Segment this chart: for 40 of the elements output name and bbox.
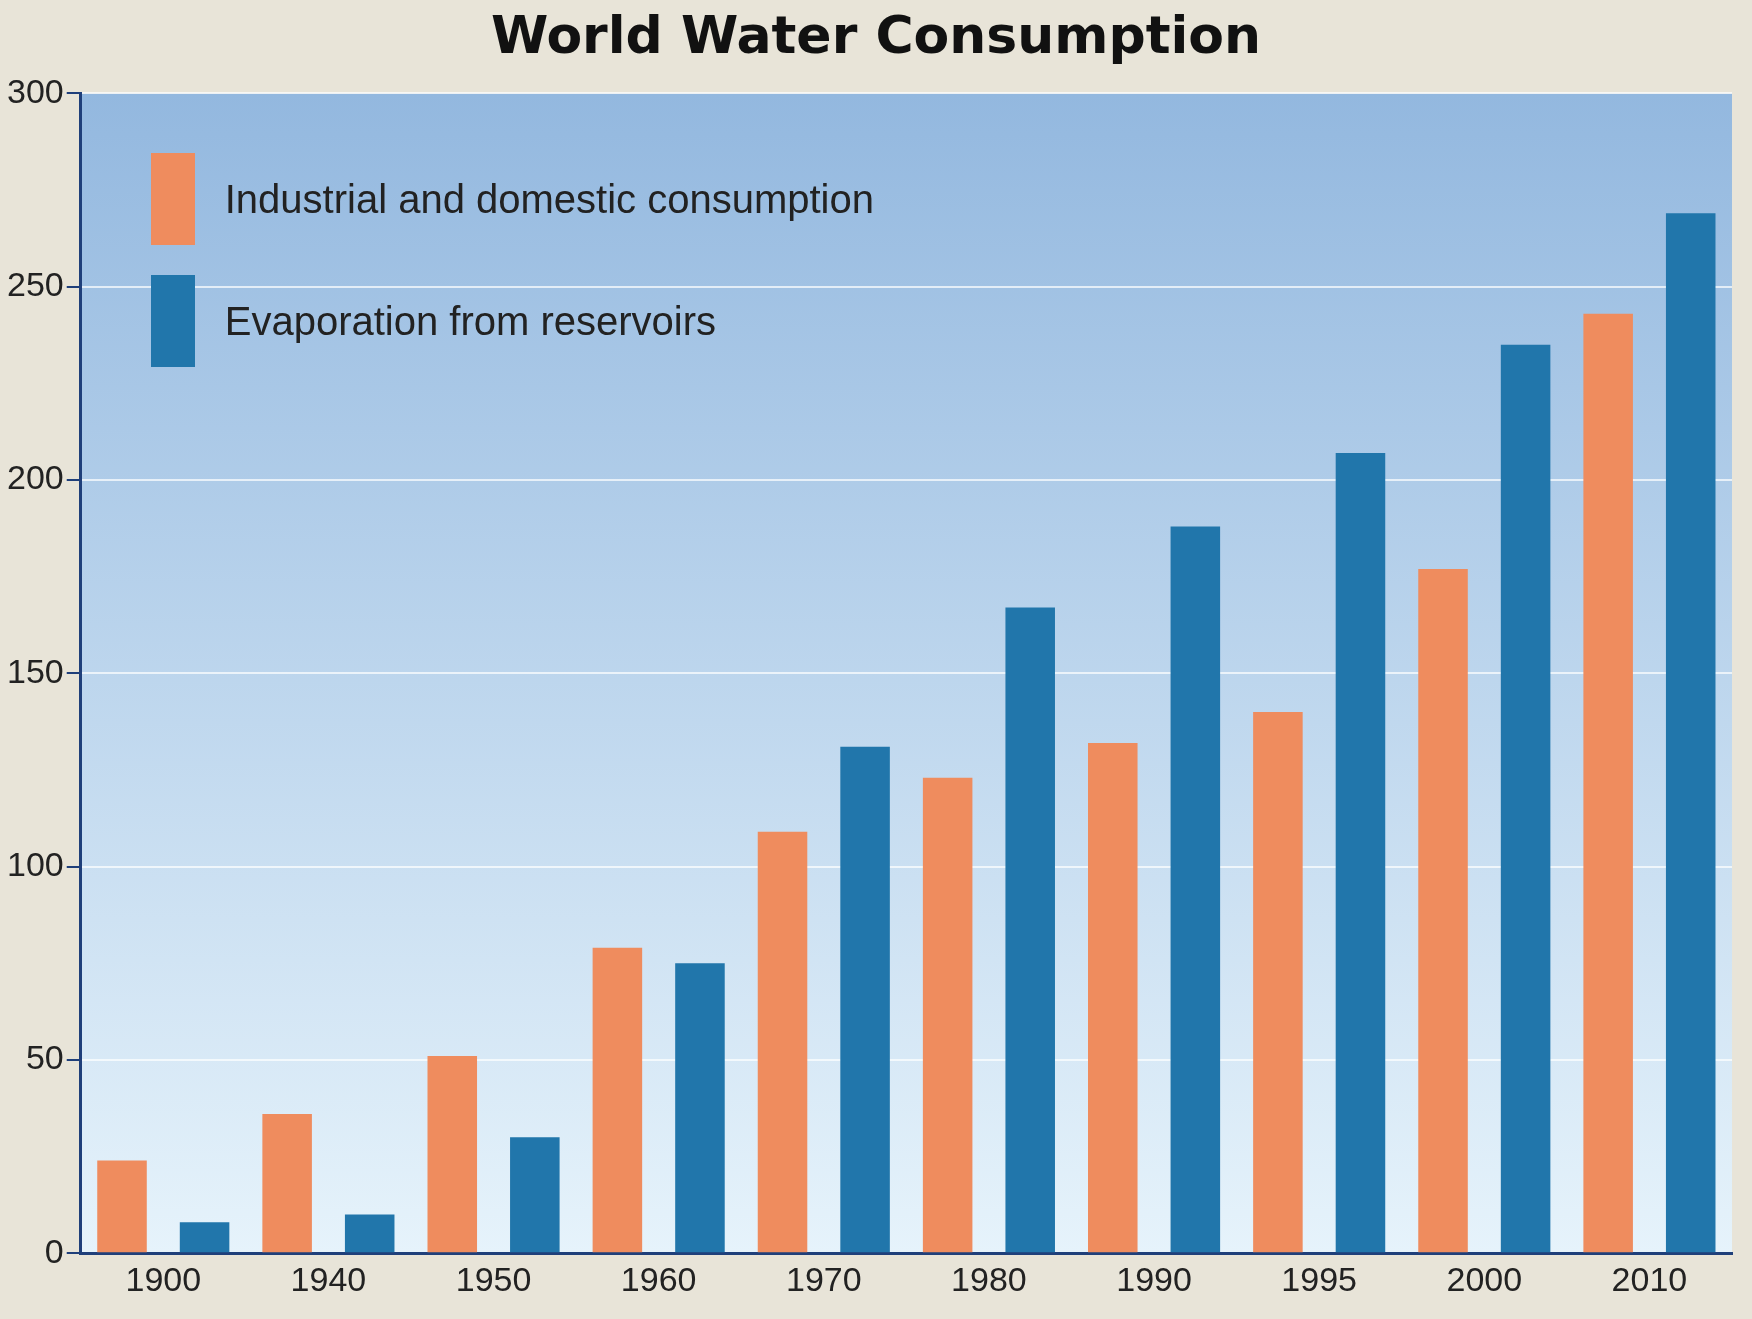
bar <box>1583 313 1633 1253</box>
y-tick-label: 0 <box>44 1231 64 1270</box>
bar <box>1088 742 1138 1253</box>
x-tick-label: 2010 <box>1611 1259 1688 1298</box>
bar <box>427 1056 478 1253</box>
bar <box>1335 452 1386 1253</box>
bar <box>344 1214 395 1253</box>
x-tick-label: 1980 <box>951 1259 1027 1298</box>
x-tick-label: 1900 <box>125 1259 202 1298</box>
bar <box>179 1222 230 1253</box>
x-tick-label: 1960 <box>620 1259 697 1298</box>
bar <box>675 963 725 1253</box>
bar <box>757 831 808 1253</box>
bar <box>1500 344 1551 1253</box>
bar <box>262 1114 312 1253</box>
y-tick-label: 100 <box>6 844 64 883</box>
y-tick-label: 50 <box>25 1038 64 1077</box>
bar <box>1170 526 1221 1253</box>
bar <box>97 1160 147 1253</box>
chart-title: World Water Consumption <box>489 4 1263 67</box>
x-tick-label: 1995 <box>1281 1259 1357 1298</box>
bar <box>592 947 643 1253</box>
x-tick-label: 2000 <box>1446 1259 1523 1298</box>
x-tick-label: 1950 <box>455 1259 532 1298</box>
bar <box>840 746 890 1253</box>
x-tick-label: 1940 <box>290 1259 367 1298</box>
bar <box>922 777 973 1253</box>
y-tick-label: 300 <box>6 71 64 110</box>
bar <box>1665 213 1716 1253</box>
bar <box>1005 607 1055 1253</box>
x-tick-label: 1970 <box>785 1259 862 1298</box>
bar <box>1253 711 1303 1253</box>
y-tick-label: 250 <box>6 265 64 304</box>
legend-label: Evaporation from reservoirs <box>224 298 717 344</box>
x-tick-label: 1990 <box>1116 1259 1192 1298</box>
bar <box>510 1137 560 1253</box>
legend-label: Industrial and domestic consumption <box>224 176 874 222</box>
bar <box>1418 568 1468 1253</box>
y-tick-label: 150 <box>6 651 64 690</box>
y-tick-label: 200 <box>6 458 64 497</box>
